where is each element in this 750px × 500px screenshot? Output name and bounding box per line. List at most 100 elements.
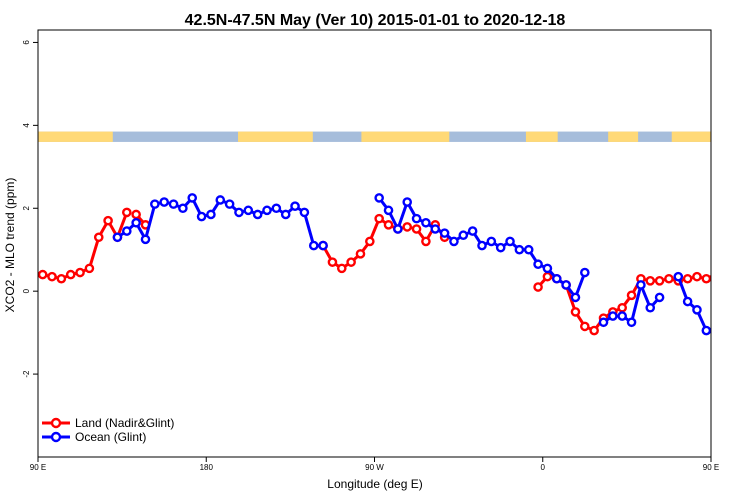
data-point [580, 321, 590, 332]
y-tick-label: 0 [22, 288, 31, 293]
data-point [271, 203, 282, 214]
data-point [112, 232, 123, 243]
data-point [430, 224, 441, 234]
data-point [38, 269, 48, 280]
x-tick-label: 0 [541, 463, 546, 472]
data-point [84, 263, 95, 274]
data-point [411, 213, 422, 224]
data-point [346, 257, 356, 267]
data-point [56, 273, 67, 284]
land-band-segment [361, 131, 450, 142]
land-ocean-band [38, 131, 711, 142]
data-point [645, 276, 656, 286]
data-point [402, 197, 413, 207]
data-point [692, 305, 702, 315]
data-point [654, 292, 665, 303]
data-point [514, 244, 525, 255]
y-tick-label: 2 [22, 205, 31, 210]
data-point [682, 296, 693, 307]
data-point [645, 302, 656, 313]
data-point [710, 273, 711, 276]
data-point [495, 242, 506, 253]
data-point [533, 259, 543, 270]
data-point [374, 193, 384, 203]
series-1 [112, 193, 711, 336]
data-point [178, 203, 188, 214]
data-point [168, 199, 179, 209]
data-point [206, 209, 216, 220]
data-point [140, 234, 151, 245]
land-band-segment [608, 131, 639, 142]
data-point [355, 249, 366, 259]
data-point [458, 230, 469, 241]
x-tick-label: 90 W [365, 463, 384, 472]
data-point [402, 222, 413, 232]
data-point [449, 236, 459, 247]
data-point [692, 271, 702, 282]
data-point [234, 207, 244, 218]
legend-item: Land (Nadir&Glint) [42, 416, 174, 430]
legend: Land (Nadir&Glint)Ocean (Glint) [42, 416, 174, 444]
data-point [103, 215, 113, 226]
data-point [701, 273, 711, 284]
data-point [121, 226, 132, 236]
data-point [439, 228, 450, 238]
data-point [299, 207, 310, 218]
data-point [280, 209, 291, 220]
data-point [617, 311, 628, 321]
legend-swatch-marker [50, 417, 62, 429]
land-band-segment [671, 131, 711, 142]
legend-swatch-marker [50, 431, 62, 443]
data-point [626, 290, 637, 301]
data-point [589, 325, 599, 336]
chart-title: 42.5N-47.5N May (Ver 10) 2015-01-01 to 2… [185, 12, 566, 29]
data-point [290, 201, 300, 211]
data-point [121, 207, 132, 218]
x-tick-label: 180 [200, 463, 214, 472]
data-point [421, 236, 431, 247]
data-point [561, 280, 571, 290]
data-point [682, 273, 693, 284]
data-point [75, 267, 85, 278]
series-0 [38, 207, 747, 336]
data-point [150, 199, 160, 209]
legend-label: Ocean (Glint) [75, 430, 146, 444]
land-band-segment [525, 131, 558, 142]
data-point [393, 224, 403, 234]
data-point [477, 240, 487, 251]
data-point [570, 307, 581, 317]
data-point [47, 271, 57, 282]
data-point [533, 282, 543, 292]
y-tick-label: 4 [22, 123, 31, 128]
data-point [636, 280, 646, 290]
data-point [654, 276, 665, 286]
series-line [676, 276, 708, 332]
data-point [731, 265, 738, 272]
y-axis-label: XCO2 - MLO trend (ppm) [3, 178, 17, 313]
data-point [383, 220, 394, 230]
data-point [542, 263, 553, 274]
x-tick-label: 90 E [30, 463, 46, 472]
data-point [673, 271, 684, 282]
data-point [740, 234, 747, 241]
land-band-segment [38, 131, 113, 142]
data-point [542, 271, 553, 282]
data-point [262, 205, 272, 216]
x-axis: 90 E 180 90 W 0 90 E [30, 457, 719, 472]
data-point [505, 236, 515, 247]
y-tick-label: -2 [22, 370, 31, 378]
data-point [411, 224, 422, 234]
y-tick-label: 6 [22, 40, 31, 45]
data-point [374, 213, 384, 224]
data-point [617, 302, 628, 313]
data-point [187, 193, 198, 203]
data-point [721, 269, 728, 276]
data-point [65, 269, 76, 280]
data-point [336, 263, 347, 274]
series-line [536, 275, 711, 333]
data-point [196, 211, 207, 222]
plot-frame [37, 29, 712, 458]
data-point [318, 240, 328, 251]
